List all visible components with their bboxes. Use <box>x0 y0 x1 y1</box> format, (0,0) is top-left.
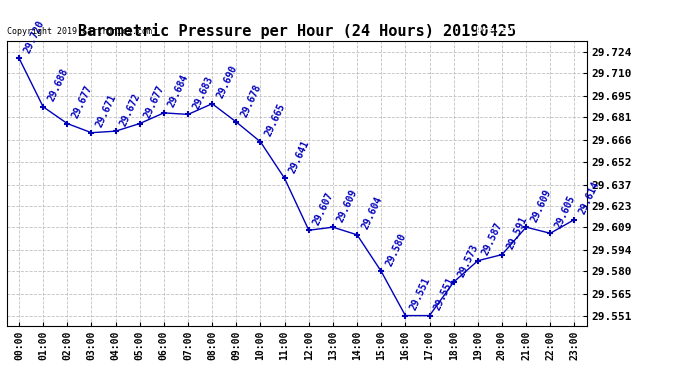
Text: 29.665: 29.665 <box>264 102 287 138</box>
Text: Pressure  (Inches/Hg): Pressure (Inches/Hg) <box>476 26 607 36</box>
Text: Copyright 2019 Cartronics.com: Copyright 2019 Cartronics.com <box>7 27 152 36</box>
Text: 29.580: 29.580 <box>384 232 408 268</box>
Text: 29.551: 29.551 <box>408 276 432 312</box>
Text: 29.678: 29.678 <box>239 82 263 118</box>
Text: 29.573: 29.573 <box>457 242 480 279</box>
Text: 29.609: 29.609 <box>529 188 553 224</box>
Text: 29.677: 29.677 <box>70 84 94 120</box>
Text: 29.683: 29.683 <box>191 75 215 111</box>
Text: 29.641: 29.641 <box>288 139 311 175</box>
Text: 29.672: 29.672 <box>119 92 142 128</box>
Text: 29.551: 29.551 <box>433 276 456 312</box>
Text: 29.609: 29.609 <box>336 188 359 224</box>
Text: 29.587: 29.587 <box>481 221 504 257</box>
Text: 29.690: 29.690 <box>215 64 239 100</box>
Text: 29.671: 29.671 <box>95 93 118 129</box>
Text: 29.677: 29.677 <box>143 84 166 120</box>
Text: 29.604: 29.604 <box>360 195 384 231</box>
Text: 29.607: 29.607 <box>312 190 335 226</box>
Text: 29.614: 29.614 <box>578 180 601 216</box>
Text: 29.605: 29.605 <box>553 194 577 230</box>
Text: 29.591: 29.591 <box>505 215 529 251</box>
Text: 29.688: 29.688 <box>46 67 70 103</box>
Text: 29.684: 29.684 <box>167 73 190 110</box>
Title: Barometric Pressure per Hour (24 Hours) 20190425: Barometric Pressure per Hour (24 Hours) … <box>78 23 515 39</box>
Text: 29.720: 29.720 <box>22 18 46 54</box>
